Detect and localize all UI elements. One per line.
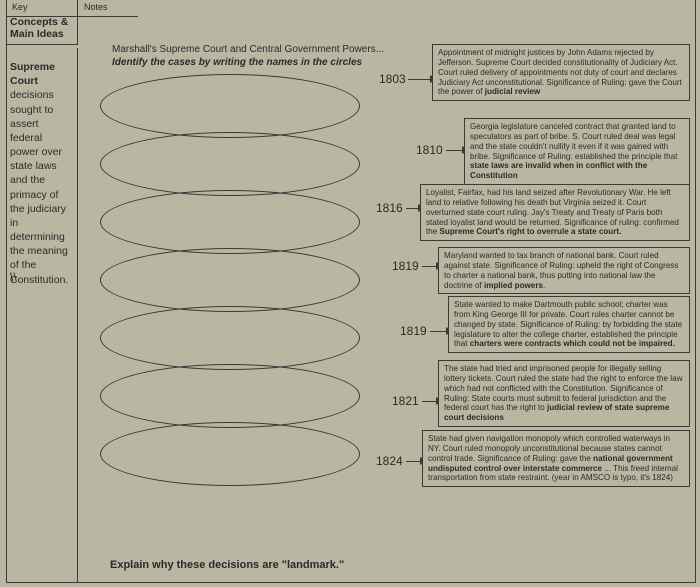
sidebar-word: of the (10, 258, 73, 272)
case-ellipse (100, 364, 360, 428)
year-label: 1816 (376, 201, 403, 215)
year-label: 1803 (379, 72, 406, 86)
case-description: Maryland wanted to tax branch of nationa… (438, 247, 690, 294)
sidebar-text: SupremeCourtdecisionssought toassertfede… (6, 48, 78, 583)
arrow-line (430, 331, 446, 332)
case-ellipse (100, 132, 360, 196)
sidebar-word: power over (10, 145, 73, 159)
year-label: 1810 (416, 143, 443, 157)
explain-prompt: Explain why these decisions are "landmar… (110, 559, 344, 571)
sidebar-word: Supreme (10, 60, 73, 74)
header-text: Marshall's Supreme Court and Central Gov… (112, 44, 384, 69)
case-description: Appointment of midnight justices by John… (432, 44, 690, 101)
year-label: 1819 (400, 324, 427, 338)
case-ellipse (100, 190, 360, 254)
sidebar-word: Constitution. (10, 273, 73, 287)
sidebar-word: the judiciary (10, 202, 73, 216)
sidebar-word: in (10, 216, 73, 230)
case-ellipse (100, 422, 360, 486)
cell-notes: Notes (78, 0, 138, 17)
sidebar-word: the meaning (10, 244, 73, 258)
sidebar-word: sought to (10, 103, 73, 117)
year-label: 1819 (392, 259, 419, 273)
arrow-line (406, 461, 420, 462)
stray-mark: \\ (10, 270, 17, 284)
case-description: State had given navigation monopoly whic… (422, 430, 690, 487)
header-line1: Marshall's Supreme Court and Central Gov… (112, 44, 384, 57)
sidebar-word: primacy of (10, 188, 73, 202)
header-line2: Identify the cases by writing the names … (112, 57, 384, 70)
case-description: State wanted to make Dartmouth public sc… (448, 296, 690, 353)
arrow-line (408, 79, 430, 80)
arrow-line (422, 401, 436, 402)
sidebar-word: determining (10, 230, 73, 244)
arrow-line (422, 266, 436, 267)
case-ellipse (100, 306, 360, 370)
sidebar-word: Court (10, 74, 73, 88)
main-area: Marshall's Supreme Court and Central Gov… (78, 44, 696, 583)
case-ellipse (100, 74, 360, 138)
sidebar-word: federal (10, 131, 73, 145)
concepts-main-ideas: Concepts & Main Ideas (6, 14, 78, 45)
year-label: 1824 (376, 454, 403, 468)
sidebar-word: and the (10, 173, 73, 187)
case-description: Georgia legislature canceled contract th… (464, 118, 690, 185)
arrow-line (446, 150, 462, 151)
sidebar-word: assert (10, 117, 73, 131)
year-label: 1821 (392, 394, 419, 408)
case-description: Loyalist, Fairfax, had his land seized a… (420, 184, 690, 241)
sidebar-word: decisions (10, 88, 73, 102)
arrow-line (406, 208, 418, 209)
case-description: The state had tried and imprisoned peopl… (438, 360, 690, 427)
case-ellipse (100, 248, 360, 312)
sidebar-word: state laws (10, 159, 73, 173)
